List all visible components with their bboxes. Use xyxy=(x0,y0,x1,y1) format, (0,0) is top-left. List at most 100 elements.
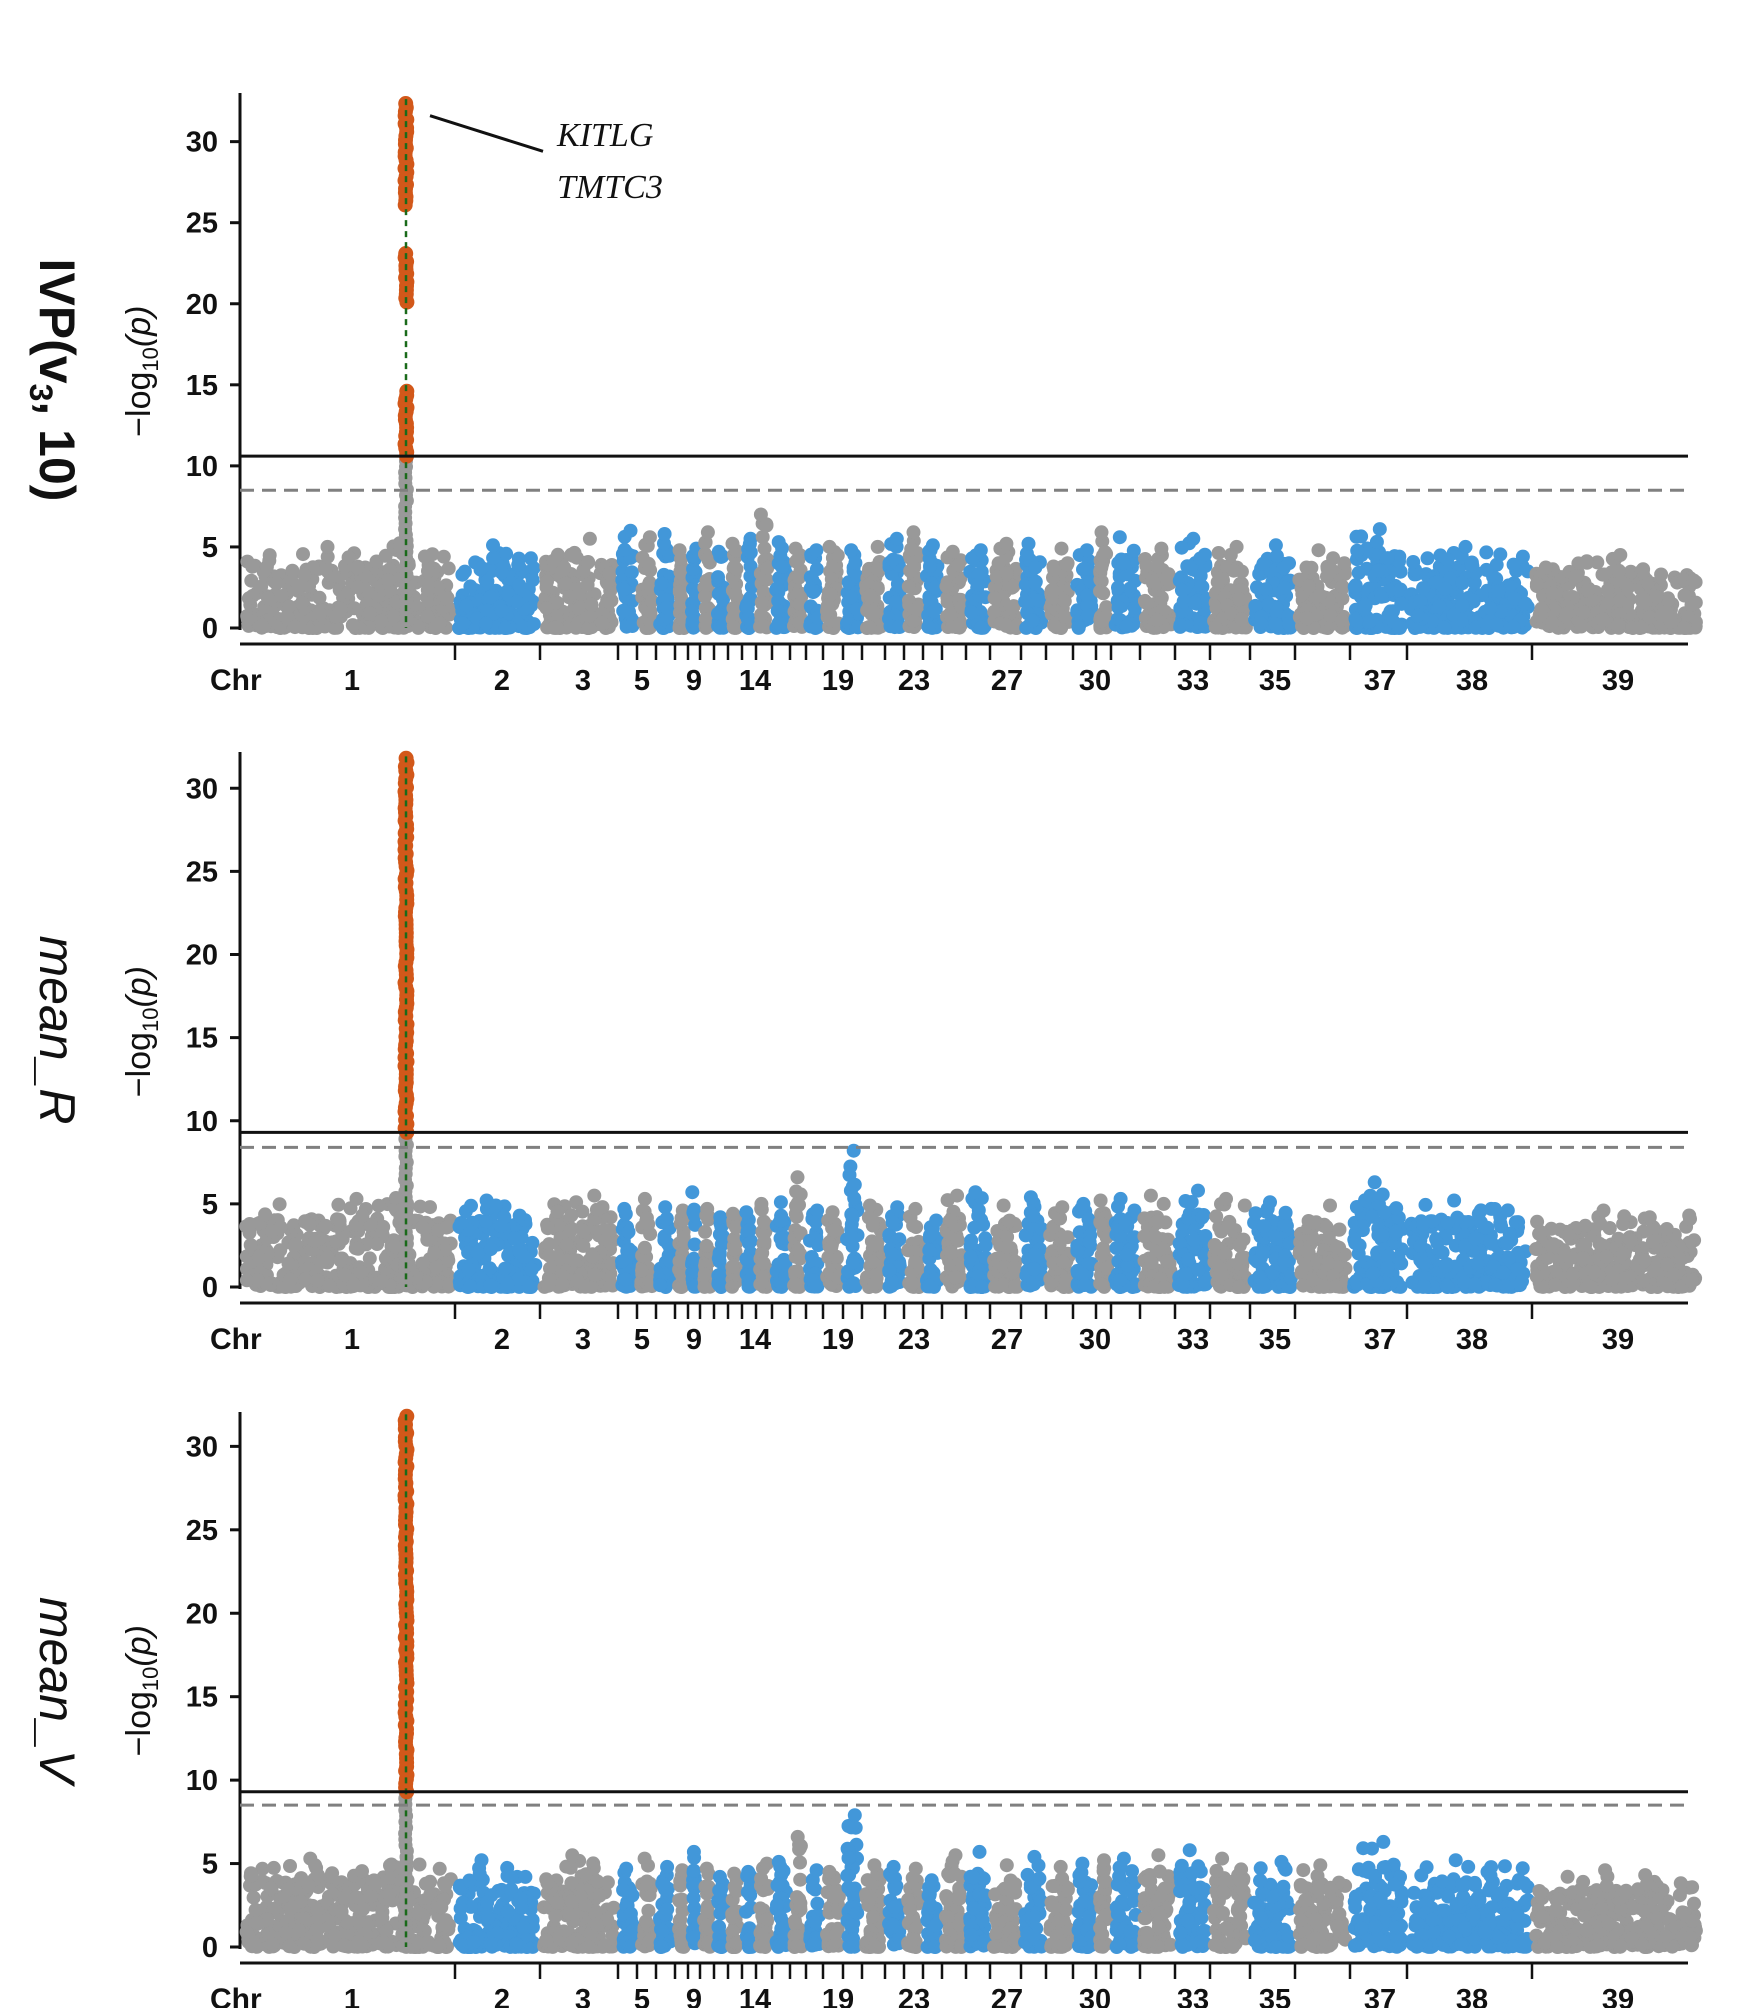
snp-point xyxy=(436,549,451,564)
snp-point xyxy=(1351,565,1366,580)
snp-point xyxy=(500,1276,515,1291)
snp-point xyxy=(483,590,498,605)
snp-point xyxy=(413,1199,428,1214)
snp-point xyxy=(1269,548,1284,563)
x-tick-label: 2 xyxy=(494,665,510,697)
snp-point xyxy=(499,546,514,561)
x-tick-label: 1 xyxy=(344,665,360,697)
snp-point xyxy=(1210,575,1225,590)
snp-point xyxy=(1207,1238,1222,1252)
snp-point xyxy=(587,1188,602,1203)
snp-point xyxy=(1047,562,1062,577)
snp-point xyxy=(759,572,774,587)
snp-point xyxy=(1278,1205,1293,1220)
snp-point xyxy=(1080,588,1094,603)
snp-point xyxy=(623,523,638,538)
snp-point xyxy=(870,539,885,554)
snp-point xyxy=(1332,1222,1347,1237)
snp-point xyxy=(258,1207,273,1222)
snp-point xyxy=(320,549,335,564)
y-tick-label: 5 xyxy=(202,1189,218,1221)
snp-point xyxy=(1009,619,1023,634)
snp-point xyxy=(297,567,312,582)
snp-point xyxy=(1117,1213,1132,1228)
snp-point xyxy=(459,598,474,613)
snp-point xyxy=(1150,1214,1165,1229)
snp-point xyxy=(1139,558,1154,573)
snp-point xyxy=(697,1279,712,1294)
ylabel-subscript: 10 xyxy=(138,347,163,371)
snp-point xyxy=(844,1230,859,1244)
snp-point xyxy=(820,598,835,613)
snp-point xyxy=(1255,1246,1270,1261)
x-axis-label: Chr xyxy=(210,664,262,697)
snp-point xyxy=(1545,586,1560,601)
snp-point xyxy=(1323,1198,1337,1213)
snp-point xyxy=(1367,1175,1382,1190)
snp-point xyxy=(901,579,916,594)
snp-point xyxy=(1181,1252,1196,1267)
snp-point xyxy=(1420,551,1435,566)
snp-point xyxy=(510,594,524,609)
snp-point xyxy=(1634,620,1649,635)
snp-point xyxy=(273,1243,288,1258)
snp-point xyxy=(926,604,941,619)
snp-point xyxy=(1137,1229,1152,1244)
snp-point xyxy=(1455,598,1470,613)
snp-point xyxy=(1258,582,1273,597)
snp-point xyxy=(845,1255,860,1270)
y-tick-label: 30 xyxy=(186,773,218,805)
snp-point xyxy=(328,609,343,624)
snp-point xyxy=(1299,560,1314,575)
snp-point xyxy=(1413,593,1428,608)
snp-point xyxy=(1363,1188,1378,1203)
snp-point xyxy=(906,1218,921,1233)
snp-point xyxy=(1234,612,1249,627)
snp-point xyxy=(1580,583,1595,598)
snp-point xyxy=(1195,1210,1210,1225)
snp-point xyxy=(1079,543,1094,558)
snp-point xyxy=(526,617,541,632)
snp-point xyxy=(1076,1196,1091,1211)
snp-point xyxy=(345,618,360,633)
snp-point xyxy=(987,604,1002,619)
snp-point xyxy=(844,1207,859,1222)
snp-point xyxy=(625,616,640,631)
snp-point xyxy=(584,597,599,612)
snp-point xyxy=(775,559,789,574)
snp-point xyxy=(578,1279,593,1294)
snp-point xyxy=(1263,1195,1277,1210)
snp-point xyxy=(296,547,310,562)
snp-point xyxy=(1256,1219,1271,1234)
snp-point xyxy=(1375,1228,1390,1243)
snp-point xyxy=(486,550,501,565)
snp-point xyxy=(1468,620,1483,635)
snp-point xyxy=(1176,594,1191,609)
snp-point xyxy=(1277,580,1292,595)
snp-point xyxy=(1433,548,1448,563)
snp-point xyxy=(282,599,296,614)
snp-point xyxy=(1529,577,1544,591)
snp-point xyxy=(1232,1279,1247,1294)
snp-point xyxy=(587,1267,602,1282)
snp-point xyxy=(1098,545,1112,560)
snp-point xyxy=(1094,1277,1109,1292)
snp-point xyxy=(486,538,500,553)
snp-point xyxy=(1347,580,1362,594)
snp-point xyxy=(1380,551,1395,566)
snp-point xyxy=(827,1223,842,1238)
scatter-points xyxy=(239,1143,1703,1294)
snp-point xyxy=(963,1249,978,1264)
snp-point xyxy=(788,1264,803,1279)
snp-point xyxy=(1493,604,1508,619)
snp-point xyxy=(1093,1193,1108,1208)
snp-point xyxy=(742,1222,757,1237)
snp-point xyxy=(922,1278,937,1293)
snp-point xyxy=(928,580,943,595)
snp-point xyxy=(1027,1262,1041,1276)
snp-point xyxy=(1600,582,1615,597)
snp-point xyxy=(1081,1212,1096,1227)
snp-point xyxy=(1268,617,1283,632)
snp-point xyxy=(298,1272,312,1287)
